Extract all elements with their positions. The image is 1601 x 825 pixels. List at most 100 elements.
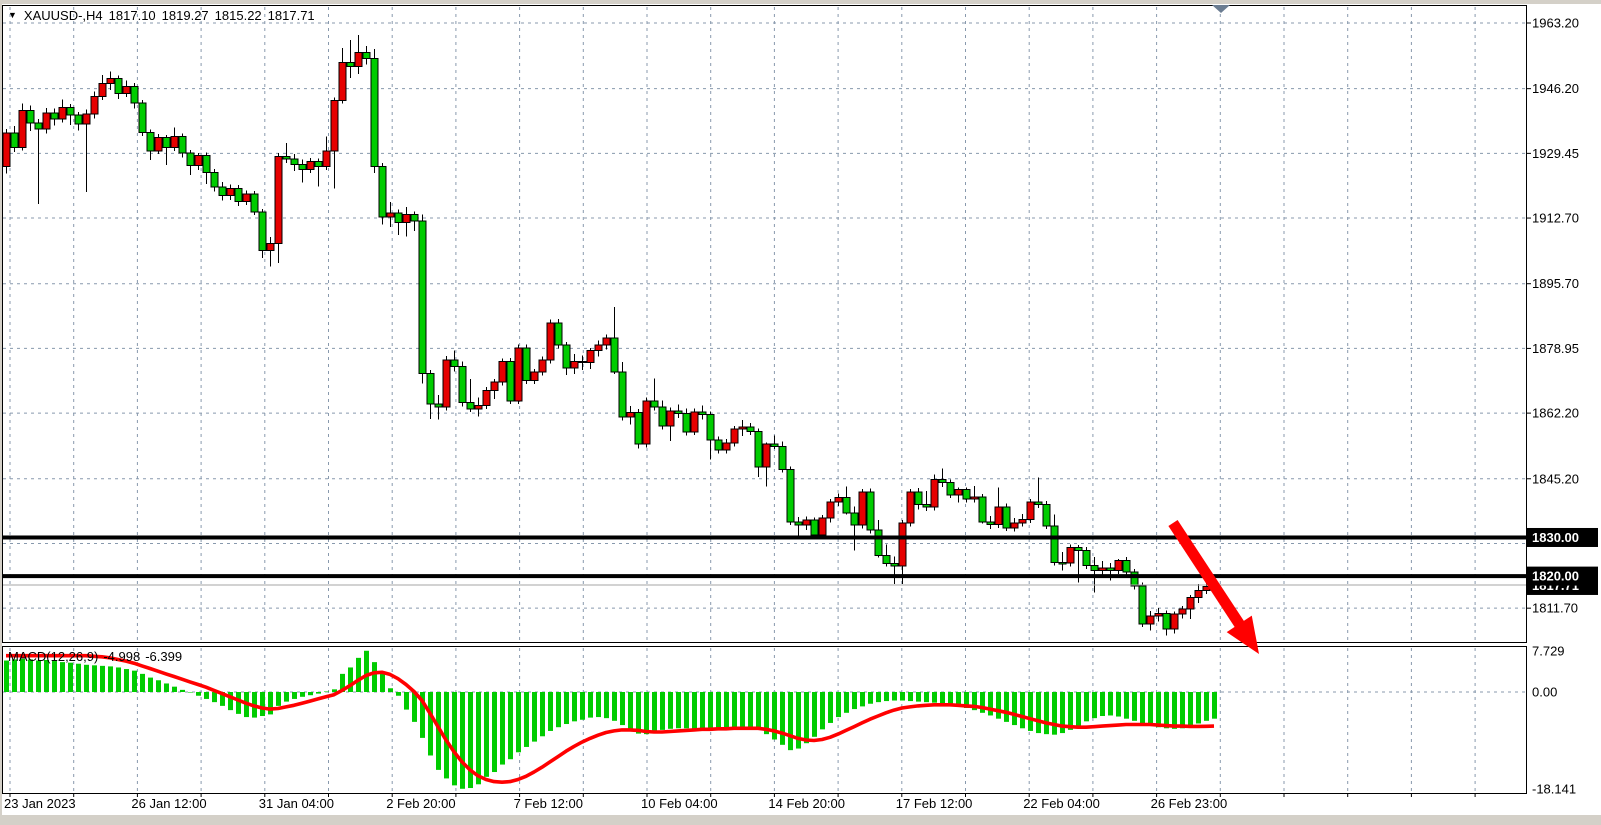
- macd-histogram-bar: [596, 692, 601, 718]
- candle: [1130, 571, 1139, 587]
- candle: [402, 214, 411, 224]
- macd-histogram-bar: [988, 692, 993, 716]
- time-axis-label[interactable]: 26 Jan 12:00: [131, 796, 206, 811]
- macd-histogram-bar: [308, 692, 313, 696]
- macd-histogram-bar: [452, 692, 457, 786]
- hline-price-badge-text: 1820.00: [1532, 569, 1579, 584]
- trend-arrow-head[interactable]: [1226, 615, 1259, 654]
- time-axis-label[interactable]: 10 Feb 04:00: [641, 796, 718, 811]
- macd-histogram-bar: [700, 692, 705, 729]
- candle: [586, 350, 595, 364]
- candle: [210, 171, 219, 188]
- macd-histogram-bar: [732, 692, 737, 728]
- macd-histogram-bar: [796, 692, 801, 749]
- macd-histogram-bar: [1052, 692, 1057, 735]
- macd-histogram-bar: [756, 692, 761, 730]
- indicator-macd-value: -4.998: [103, 649, 141, 664]
- time-axis-label[interactable]: 14 Feb 20:00: [768, 796, 845, 811]
- price-axis-label[interactable]: 1929.45: [1532, 146, 1579, 161]
- horizontal-line-object[interactable]: [3, 574, 1526, 579]
- time-axis-label[interactable]: 7 Feb 12:00: [514, 796, 583, 811]
- symbol-dropdown-icon[interactable]: ▼: [8, 10, 17, 20]
- macd-histogram-bar: [1036, 692, 1041, 734]
- macd-histogram-bar: [788, 692, 793, 751]
- price-axis-label[interactable]: 1862.20: [1532, 406, 1579, 421]
- candle: [930, 479, 939, 508]
- symbol-ohlc-label: ▼ XAUUSD-,H4 1817.10 1819.27 1815.22 1817.71: [8, 8, 321, 23]
- main-pane[interactable]: [2, 5, 1527, 643]
- candle: [1042, 503, 1051, 527]
- candle: [746, 426, 755, 433]
- price-axis-label[interactable]: 1946.20: [1532, 81, 1579, 96]
- candle: [1146, 615, 1155, 625]
- symbol-title: XAUUSD-,H4: [23, 8, 103, 23]
- candle: [722, 442, 731, 451]
- candle: [1018, 518, 1027, 524]
- time-axis-label[interactable]: 22 Feb 04:00: [1023, 796, 1100, 811]
- macd-histogram-bar: [572, 692, 577, 722]
- candle: [682, 412, 691, 433]
- macd-axis-label[interactable]: 0.00: [1532, 685, 1557, 700]
- hline-price-badge-text: 1830.00: [1532, 530, 1579, 545]
- candle: [154, 137, 163, 152]
- candle: [994, 506, 1003, 525]
- macd-histogram-bar: [628, 692, 633, 730]
- candle: [42, 112, 51, 130]
- price-axis-label[interactable]: 1963.20: [1532, 16, 1579, 31]
- candle: [570, 360, 579, 369]
- candle: [578, 360, 587, 364]
- candle: [1122, 560, 1131, 573]
- macd-histogram-bar: [1012, 692, 1017, 726]
- macd-histogram-bar: [284, 692, 289, 702]
- candle: [98, 83, 107, 97]
- candle: [474, 404, 483, 410]
- macd-histogram-bar: [1196, 692, 1201, 724]
- macd-histogram-bar: [1100, 692, 1105, 717]
- candle: [58, 107, 67, 120]
- macd-histogram-bar: [1140, 692, 1145, 724]
- candle: [138, 102, 147, 134]
- macd-histogram-bar: [556, 692, 561, 728]
- macd-histogram-bar: [172, 686, 177, 692]
- macd-histogram-bar: [620, 692, 625, 726]
- price-axis-label[interactable]: 1912.70: [1532, 211, 1579, 226]
- price-axis-label[interactable]: 1845.20: [1532, 471, 1579, 486]
- macd-histogram-bar: [540, 692, 545, 737]
- candle: [946, 482, 955, 496]
- macd-axis-label[interactable]: -18.141: [1532, 782, 1576, 797]
- macd-histogram-bar: [220, 692, 225, 706]
- time-axis-label[interactable]: 2 Feb 20:00: [386, 796, 455, 811]
- macd-histogram-bar: [340, 673, 345, 692]
- macd-histogram-bar: [1076, 692, 1081, 726]
- macd-histogram-bar: [524, 692, 529, 747]
- macd-histogram-bar: [1068, 692, 1073, 730]
- time-axis-label[interactable]: 31 Jan 04:00: [259, 796, 334, 811]
- macd-histogram-bar: [900, 692, 905, 701]
- macd-histogram-bar: [604, 692, 609, 719]
- macd-histogram-bar: [780, 692, 785, 745]
- macd-histogram-bar: [468, 692, 473, 789]
- time-axis-label[interactable]: 23 Jan 2023: [4, 796, 76, 811]
- trend-arrow-shaft[interactable]: [1168, 519, 1248, 632]
- macd-histogram-bar: [932, 692, 937, 703]
- macd-histogram-bar: [380, 671, 385, 692]
- chart-shift-marker-icon[interactable]: [1212, 5, 1230, 13]
- macd-histogram-bar: [76, 663, 81, 692]
- macd-histogram-bar: [276, 692, 281, 706]
- price-axis-label[interactable]: 1895.70: [1532, 276, 1579, 291]
- macd-histogram-bar: [396, 692, 401, 696]
- macd-axis-label[interactable]: 7.729: [1532, 644, 1565, 659]
- macd-histogram-bar: [1132, 692, 1137, 721]
- price-axis-label[interactable]: 1878.95: [1532, 341, 1579, 356]
- macd-histogram-bar: [164, 683, 169, 692]
- macd-histogram-bar: [1164, 692, 1169, 729]
- price-axis-label[interactable]: 1811.70: [1532, 601, 1578, 616]
- time-axis-label[interactable]: 26 Feb 23:00: [1151, 796, 1228, 811]
- horizontal-line-object[interactable]: [3, 535, 1526, 540]
- candle: [818, 517, 827, 536]
- candle: [386, 212, 395, 218]
- macd-histogram-bar: [180, 689, 185, 692]
- candle: [202, 154, 211, 173]
- time-axis-label[interactable]: 17 Feb 12:00: [896, 796, 973, 811]
